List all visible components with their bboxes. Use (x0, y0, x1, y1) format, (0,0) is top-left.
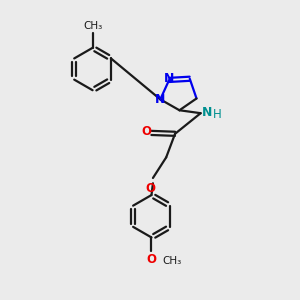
Text: O: O (141, 125, 151, 138)
Text: N: N (202, 106, 212, 119)
Text: CH₃: CH₃ (163, 256, 182, 266)
Text: N: N (164, 72, 174, 85)
Text: O: O (146, 253, 157, 266)
Text: CH₃: CH₃ (83, 21, 102, 31)
Text: O: O (146, 182, 156, 194)
Text: N: N (155, 93, 166, 106)
Text: H: H (213, 108, 222, 121)
